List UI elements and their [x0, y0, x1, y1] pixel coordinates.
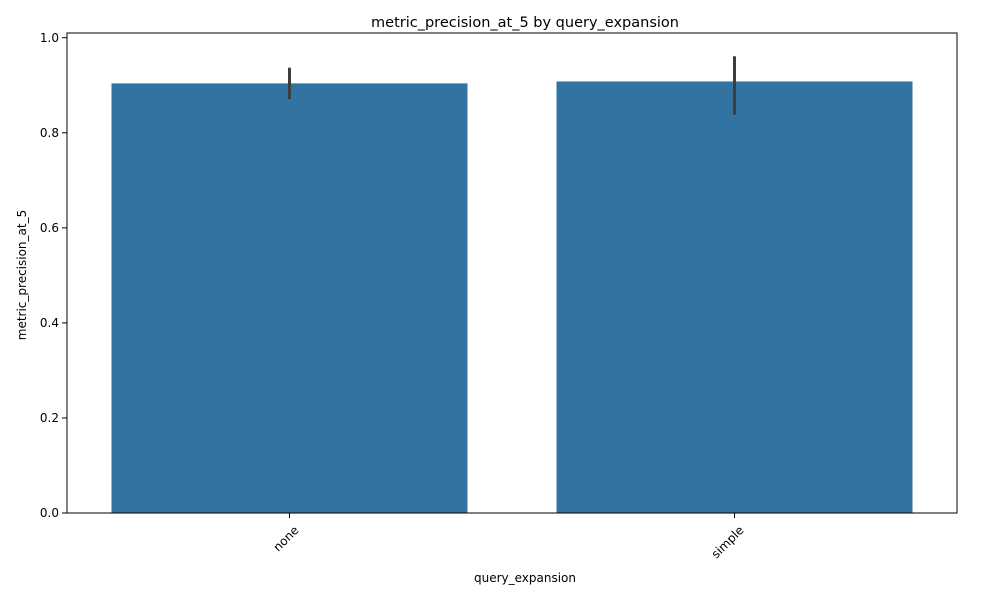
y-tick-label: 1.0 — [40, 31, 59, 45]
y-tick-label: 0.2 — [40, 411, 59, 425]
axes-group — [66, 32, 958, 514]
plot-frame — [66, 32, 958, 514]
errorbars-group — [288, 56, 736, 115]
y-axis-title: metric_precision_at_5 — [15, 210, 29, 340]
bar-none — [111, 83, 468, 514]
y-axis-ticks: 0.0 0.2 0.4 0.6 0.8 1.0 — [40, 31, 67, 520]
bars-group — [111, 81, 913, 514]
y-tick-label: 0.4 — [40, 316, 59, 330]
y-tick-label: 0.8 — [40, 126, 59, 140]
y-tick-label: 0.0 — [40, 506, 59, 520]
x-axis-title: query_expansion — [474, 571, 576, 585]
bar-simple — [556, 81, 913, 513]
y-tick-label: 0.6 — [40, 221, 59, 235]
chart-title: metric_precision_at_5 by query_expansion — [371, 15, 679, 31]
